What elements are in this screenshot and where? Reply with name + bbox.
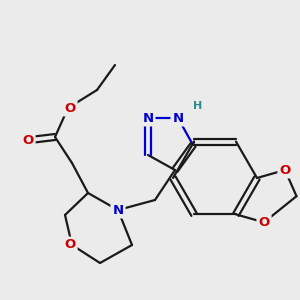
Text: O: O (258, 216, 270, 229)
Text: N: N (112, 203, 124, 217)
Text: O: O (64, 101, 76, 115)
Text: O: O (279, 164, 291, 176)
Text: O: O (64, 238, 76, 251)
Text: O: O (22, 134, 34, 146)
Text: H: H (194, 101, 202, 111)
Text: N: N (172, 112, 184, 124)
Text: N: N (142, 112, 154, 124)
